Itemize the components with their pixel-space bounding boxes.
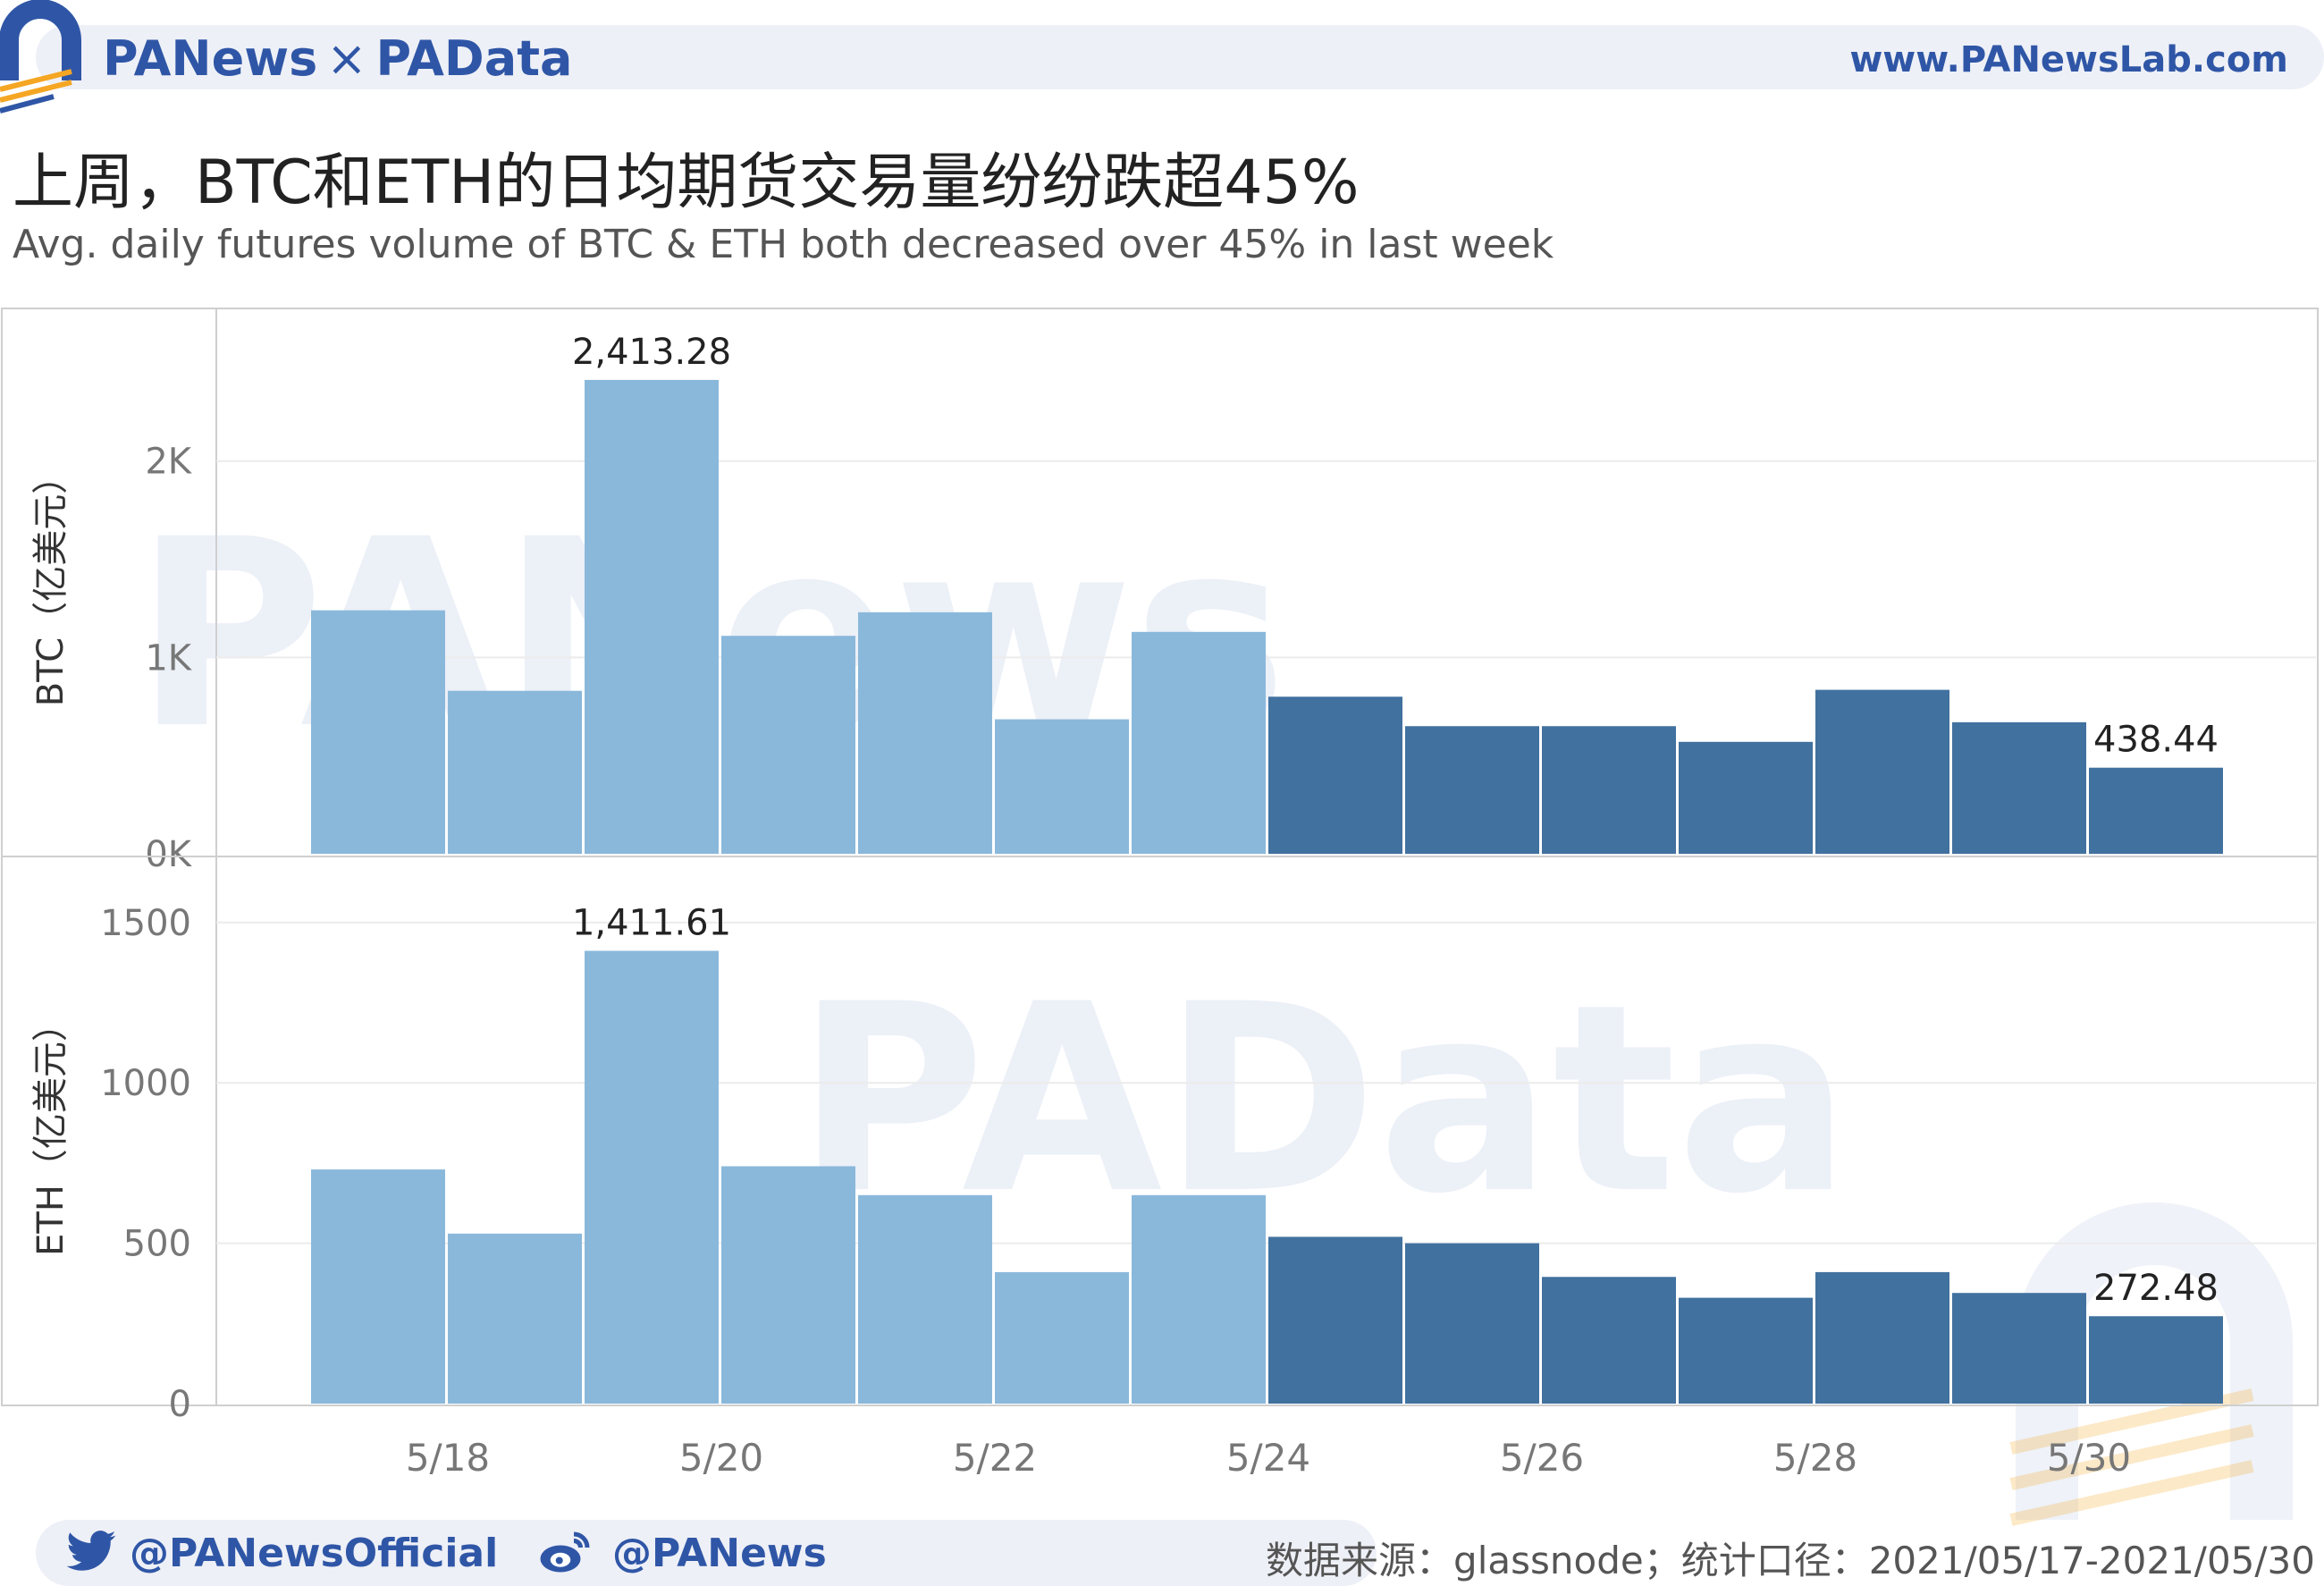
x-tick-label: 5/24 <box>1226 1436 1310 1480</box>
site-url[interactable]: www.PANewsLab.com <box>1849 39 2288 80</box>
y-tick-label: 1K <box>145 637 192 679</box>
x-axis: 5/18 5/20 5/22 5/24 5/26 5/28 5/30 <box>406 1436 2131 1480</box>
bar-5-18[interactable] <box>448 1233 582 1404</box>
x-tick-label: 5/20 <box>679 1436 763 1480</box>
data-source: 数据来源：glassnode；统计口径：2021/05/17-2021/05/3… <box>1266 1539 2315 1582</box>
x-tick-label: 5/30 <box>2047 1436 2131 1480</box>
bar-5-22[interactable] <box>995 1271 1129 1404</box>
chart-title: 上周，BTC和ETH的日均期货交易量纷纷跌超45% <box>13 148 1360 218</box>
x-tick-label: 5/28 <box>1773 1436 1857 1480</box>
brand-panews: PANews <box>103 30 318 87</box>
data-label: 2,413.28 <box>572 332 731 373</box>
bar-5-30[interactable] <box>2089 767 2223 854</box>
panel-btc: 0K 1K 2K BTC（亿美元） 2,413.28 438.44 <box>1 308 2319 875</box>
brand-title: PANews × PAData <box>103 30 572 87</box>
bar-5-19[interactable] <box>585 950 719 1404</box>
bar-5-20[interactable] <box>721 1166 855 1404</box>
y-tick-label: 500 <box>123 1224 191 1265</box>
bar-5-29[interactable] <box>1952 1293 2086 1404</box>
y-tick-label: 1500 <box>100 903 191 944</box>
brand-padata: PAData <box>375 30 573 87</box>
bar-5-24[interactable] <box>1268 1236 1402 1404</box>
bar-5-18[interactable] <box>448 690 582 854</box>
bar-5-30[interactable] <box>2089 1316 2223 1404</box>
y-tick-label: 2K <box>145 442 192 483</box>
panews-logo-icon <box>0 0 81 114</box>
footer-bar <box>36 1520 1377 1586</box>
weibo-icon[interactable] <box>538 1525 592 1579</box>
x-tick-label: 5/26 <box>1500 1436 1584 1480</box>
bar-5-19[interactable] <box>585 379 719 854</box>
bar-5-24[interactable] <box>1268 696 1402 854</box>
data-label: 1,411.61 <box>572 903 731 944</box>
panel-eth: 0 500 1000 1500 ETH（亿美元） 1,411.61 272.48 <box>1 856 2319 1425</box>
twitter-handle[interactable]: @PANewsOfficial <box>130 1531 499 1576</box>
data-label: 272.48 <box>2093 1268 2219 1309</box>
chart-panels: 0K 1K 2K BTC（亿美元） 2,413.28 438.44 0 500 1000 1500… <box>1 308 2319 1425</box>
panel-frame <box>1 856 2319 1406</box>
bar-5-23[interactable] <box>1132 631 1266 854</box>
bar-5-26[interactable] <box>1542 726 1676 854</box>
bar-5-17[interactable] <box>311 1169 445 1404</box>
bar-5-25[interactable] <box>1405 1243 1539 1404</box>
bar-5-27[interactable] <box>1679 741 1813 854</box>
bar-5-23[interactable] <box>1132 1194 1266 1404</box>
bar-5-22[interactable] <box>995 719 1129 854</box>
bar-5-17[interactable] <box>311 610 445 854</box>
data-label: 438.44 <box>2093 720 2219 761</box>
y-tick-label: 0 <box>169 1384 191 1425</box>
header-bar <box>36 25 2324 89</box>
x-tick-label: 5/18 <box>406 1436 490 1480</box>
bar-5-25[interactable] <box>1405 726 1539 854</box>
y-axis-label: BTC（亿美元） <box>30 459 72 706</box>
bar-5-20[interactable] <box>721 636 855 854</box>
twitter-icon[interactable] <box>64 1525 118 1579</box>
y-tick-label: 1000 <box>100 1063 191 1104</box>
y-axis-label: ETH（亿美元） <box>30 1006 72 1256</box>
y-tick-label: 0K <box>145 834 192 875</box>
brand-separator: × <box>326 30 367 87</box>
bar-5-27[interactable] <box>1679 1297 1813 1404</box>
bar-5-29[interactable] <box>1952 721 2086 854</box>
bar-5-28[interactable] <box>1815 1271 1949 1404</box>
bar-5-21[interactable] <box>858 612 992 854</box>
chart-subtitle: Avg. daily futures volume of BTC & ETH b… <box>13 222 1554 267</box>
bar-5-28[interactable] <box>1815 689 1949 854</box>
weibo-handle[interactable]: @PANews <box>612 1531 827 1576</box>
bar-5-26[interactable] <box>1542 1277 1676 1404</box>
x-tick-label: 5/22 <box>953 1436 1037 1480</box>
bar-5-21[interactable] <box>858 1194 992 1404</box>
